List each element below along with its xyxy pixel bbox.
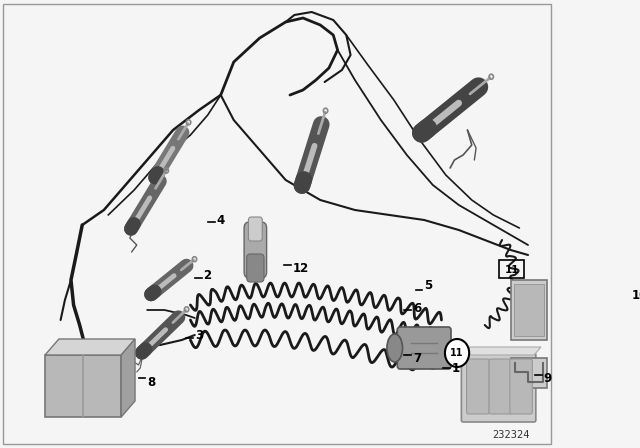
FancyBboxPatch shape (467, 359, 489, 414)
Text: 4: 4 (216, 214, 225, 227)
FancyBboxPatch shape (511, 280, 547, 340)
Polygon shape (463, 347, 541, 355)
Circle shape (445, 339, 469, 367)
Text: 3: 3 (195, 328, 203, 341)
FancyBboxPatch shape (566, 276, 609, 344)
Text: 6: 6 (413, 302, 421, 314)
Text: 2: 2 (204, 268, 212, 281)
FancyBboxPatch shape (244, 222, 267, 278)
FancyBboxPatch shape (558, 267, 617, 353)
FancyBboxPatch shape (511, 358, 547, 388)
Text: 7: 7 (413, 352, 421, 365)
FancyBboxPatch shape (461, 353, 536, 422)
Text: 9: 9 (543, 371, 552, 384)
Ellipse shape (387, 334, 403, 362)
Text: 11: 11 (451, 348, 464, 358)
Text: 10: 10 (632, 289, 640, 302)
Text: 232324: 232324 (492, 430, 529, 440)
Text: 12: 12 (292, 262, 309, 275)
FancyBboxPatch shape (489, 359, 511, 414)
FancyBboxPatch shape (510, 359, 532, 414)
Polygon shape (45, 339, 135, 355)
Text: 11: 11 (504, 265, 519, 275)
Bar (45, 355, 121, 417)
FancyBboxPatch shape (397, 327, 451, 369)
FancyBboxPatch shape (246, 254, 264, 282)
Text: 8: 8 (147, 375, 156, 388)
Text: 5: 5 (424, 279, 433, 292)
Polygon shape (121, 339, 135, 417)
FancyBboxPatch shape (248, 217, 262, 241)
Text: 1: 1 (452, 362, 460, 375)
FancyBboxPatch shape (514, 284, 543, 336)
